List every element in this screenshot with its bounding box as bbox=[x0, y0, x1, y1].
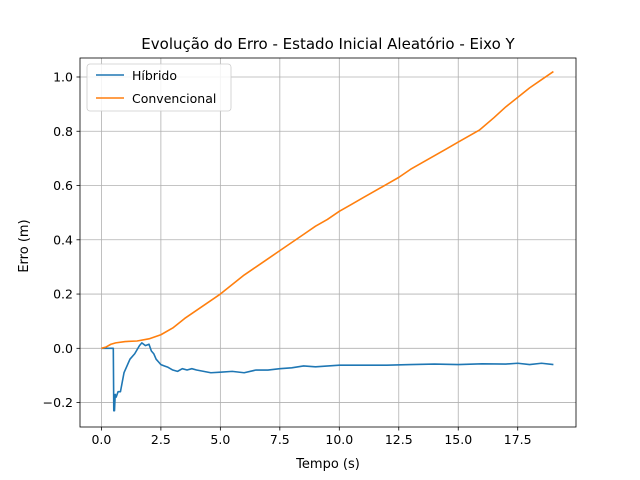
x-tick-label: 15.0 bbox=[444, 432, 472, 447]
x-tick-label: 17.5 bbox=[504, 432, 532, 447]
x-axis: 0.0 2.5 5.0 7.5 10.0 12.5 15.0 17.5 bbox=[91, 427, 532, 447]
y-tick-label: 0.0 bbox=[53, 341, 73, 356]
x-tick-label: 12.5 bbox=[385, 432, 413, 447]
y-tick-label: 0.6 bbox=[53, 178, 73, 193]
x-tick-label: 2.5 bbox=[151, 432, 171, 447]
x-tick-label: 10.0 bbox=[325, 432, 353, 447]
grid-lines bbox=[80, 58, 576, 427]
x-axis-title: Tempo (s) bbox=[295, 457, 360, 472]
y-tick-label: 1.0 bbox=[53, 69, 73, 84]
y-axis-title: Erro (m) bbox=[17, 219, 32, 272]
y-tick-label: 0.2 bbox=[53, 287, 73, 302]
legend-label-hibrido: Híbrido bbox=[132, 68, 177, 83]
y-tick-label: 0.8 bbox=[53, 124, 73, 139]
series-line-hibrido bbox=[101, 342, 554, 412]
y-tick-label: 0.4 bbox=[53, 232, 73, 247]
x-tick-label: 5.0 bbox=[210, 432, 230, 447]
chart-title: Evolução do Erro - Estado Inicial Aleató… bbox=[141, 35, 515, 53]
y-tick-label: −0.2 bbox=[43, 395, 73, 410]
legend: Híbrido Convencional bbox=[86, 63, 232, 112]
x-tick-label: 7.5 bbox=[270, 432, 290, 447]
series-line-convencional bbox=[101, 70, 554, 350]
y-axis: −0.2 0.0 0.2 0.4 0.6 0.8 1.0 bbox=[43, 69, 80, 410]
series-layer bbox=[101, 70, 554, 412]
plot-frame bbox=[79, 57, 577, 428]
x-tick-label: 0.0 bbox=[91, 432, 111, 447]
legend-label-convencional: Convencional bbox=[132, 91, 216, 106]
